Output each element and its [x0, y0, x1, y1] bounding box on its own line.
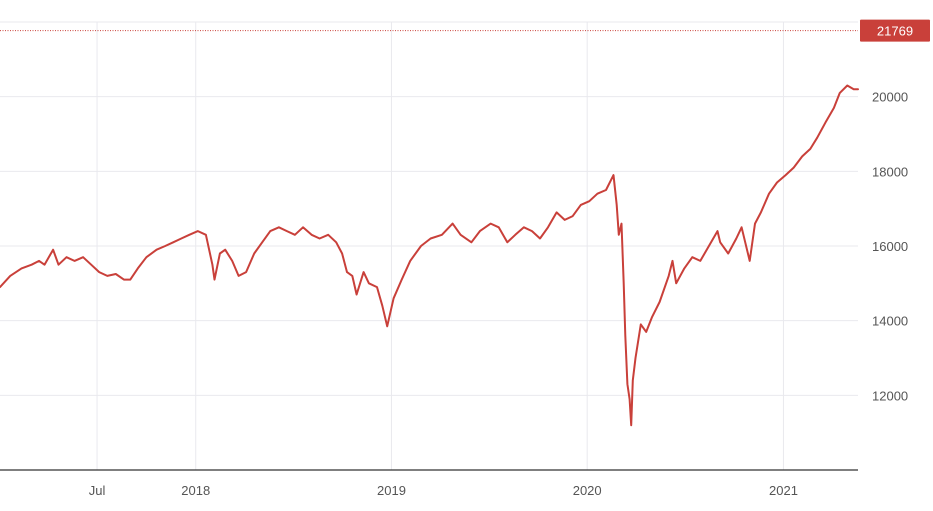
- grid: [0, 21, 858, 470]
- series-layer: [0, 84, 859, 427]
- index-series-line: [0, 84, 859, 427]
- y-tick-label-14000: 14000: [872, 314, 908, 329]
- x-axis: Jul 2018 2019 2020 2021: [89, 483, 798, 498]
- x-tick-label-2021: 2021: [769, 483, 798, 498]
- y-tick-label-20000: 20000: [872, 90, 908, 105]
- last-value-badge-bg: [860, 19, 930, 42]
- last-value-badge: 21769: [860, 19, 930, 42]
- x-tick-label-jul: Jul: [89, 483, 106, 498]
- y-tick-label-16000: 16000: [872, 239, 908, 254]
- x-tick-label-2019: 2019: [377, 483, 406, 498]
- y-tick-label-12000: 12000: [872, 388, 908, 403]
- y-tick-label-18000: 18000: [872, 164, 908, 179]
- last-value-label: 21769: [877, 24, 913, 39]
- y-axis: 12000 14000 16000 18000 20000: [872, 90, 908, 404]
- x-tick-label-2018: 2018: [181, 483, 210, 498]
- x-tick-label-2020: 2020: [573, 483, 602, 498]
